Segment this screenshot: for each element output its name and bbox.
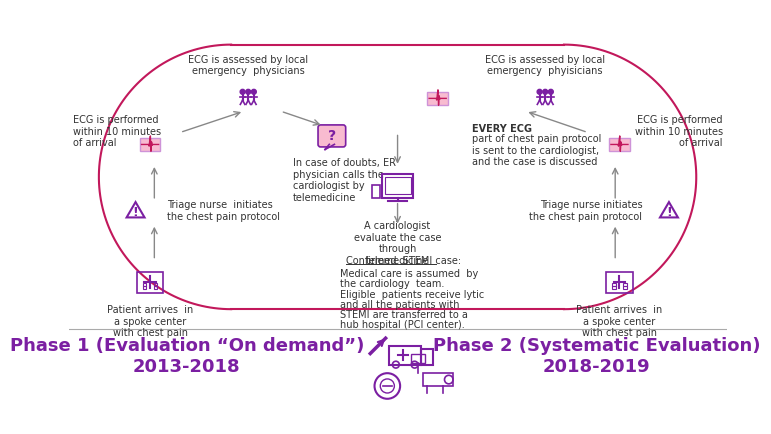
Text: ECG is performed
within 10 minutes
of arrival: ECG is performed within 10 minutes of ar… (635, 115, 722, 148)
FancyBboxPatch shape (318, 125, 345, 147)
Text: Patient arrives  in
a spoke center
with chest pain: Patient arrives in a spoke center with c… (577, 305, 662, 338)
Bar (624, 283, 627, 286)
Text: STEMI are transferred to a: STEMI are transferred to a (340, 310, 468, 320)
Circle shape (543, 89, 547, 94)
Bar (143, 283, 146, 286)
Text: Phase 1 (Evaluation “On demand”)
2013-2018: Phase 1 (Evaluation “On demand”) 2013-20… (9, 337, 364, 376)
Circle shape (251, 89, 256, 94)
Text: Medical care is assumed  by: Medical care is assumed by (340, 269, 479, 279)
Text: A cardiologist
evaluate the case
through
telemedicine: A cardiologist evaluate the case through… (354, 221, 441, 266)
Text: Eligible  patients receive lytic: Eligible patients receive lytic (340, 289, 485, 299)
FancyBboxPatch shape (609, 138, 630, 151)
Text: Phase 2 (Systematic Evaluation)
2018-2019: Phase 2 (Systematic Evaluation) 2018-201… (433, 337, 760, 376)
Bar (154, 283, 157, 286)
Text: Patient arrives  in
a spoke center
with chest pain: Patient arrives in a spoke center with c… (107, 305, 194, 338)
Text: !: ! (133, 206, 139, 219)
Circle shape (240, 89, 245, 94)
Text: Triage nurse initiates
the chest pain protocol: Triage nurse initiates the chest pain pr… (530, 200, 642, 222)
Circle shape (548, 89, 554, 94)
FancyBboxPatch shape (140, 138, 160, 151)
Text: ECG is assessed by local
emergency  phyisicians: ECG is assessed by local emergency phyis… (485, 55, 605, 76)
Bar (612, 283, 615, 286)
Polygon shape (325, 145, 335, 149)
Text: In case of doubts, ER
physician calls the
cardiologist by
telemedicine: In case of doubts, ER physician calls th… (293, 158, 396, 203)
Text: the cardiology  team.: the cardiology team. (340, 279, 445, 289)
Text: Triage nurse  initiates
the chest pain protocol: Triage nurse initiates the chest pain pr… (167, 200, 280, 222)
Bar (624, 286, 627, 289)
Text: !: ! (666, 206, 672, 219)
Bar (143, 286, 146, 289)
Text: EVERY ECG: EVERY ECG (472, 124, 532, 134)
Bar (154, 286, 157, 289)
Circle shape (246, 89, 251, 94)
Text: hub hospital (PCI center).: hub hospital (PCI center). (340, 320, 465, 330)
Text: Confirmed  STEMI case:: Confirmed STEMI case: (346, 256, 462, 266)
Text: and all the patients with: and all the patients with (340, 300, 460, 310)
Circle shape (537, 89, 542, 94)
Text: ECG is assessed by local
emergency  physicians: ECG is assessed by local emergency physi… (188, 55, 308, 76)
Text: ECG is performed
within 10 minutes
of arrival: ECG is performed within 10 minutes of ar… (73, 115, 161, 148)
FancyBboxPatch shape (427, 92, 448, 105)
Text: part of chest pain protocol
is sent to the cardiologist,
and the case is discuss: part of chest pain protocol is sent to t… (472, 134, 601, 168)
Bar (612, 286, 615, 289)
Text: ?: ? (328, 129, 336, 143)
